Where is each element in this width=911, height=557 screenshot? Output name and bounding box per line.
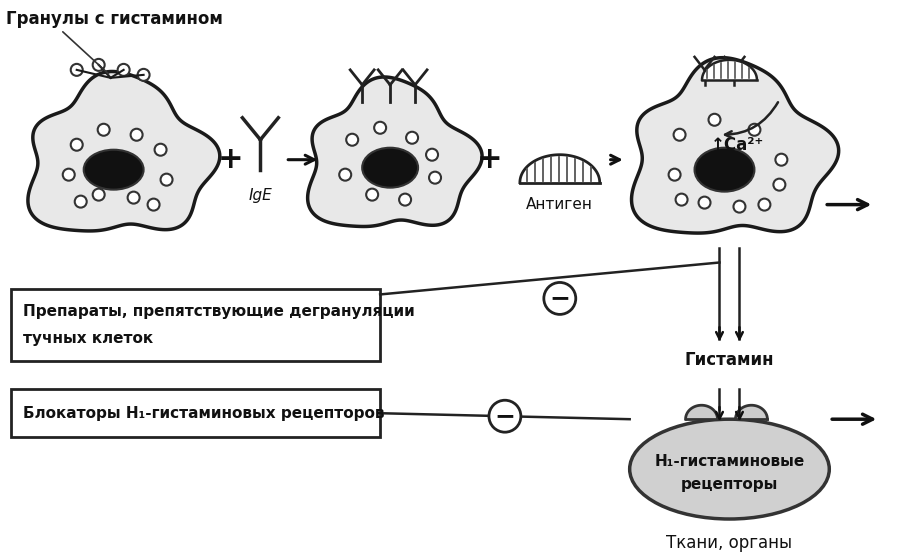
Circle shape [130, 129, 143, 141]
Circle shape [71, 64, 83, 76]
Circle shape [118, 64, 129, 76]
Ellipse shape [630, 419, 829, 519]
Text: Антиген: Антиген [527, 197, 593, 212]
Text: Гистамин: Гистамин [685, 351, 774, 369]
Text: −: − [495, 404, 516, 428]
Circle shape [775, 154, 787, 165]
Text: IgE: IgE [249, 188, 272, 203]
Circle shape [97, 124, 109, 136]
Ellipse shape [363, 148, 418, 188]
Circle shape [426, 149, 438, 160]
Polygon shape [631, 58, 839, 233]
Circle shape [128, 192, 139, 204]
Circle shape [429, 172, 441, 184]
Circle shape [773, 179, 785, 190]
Circle shape [63, 169, 75, 180]
Circle shape [669, 169, 681, 180]
Text: Ткани, органы: Ткани, органы [667, 534, 793, 552]
Circle shape [489, 400, 521, 432]
Text: Блокаторы Н₁-гистаминовых рецепторов: Блокаторы Н₁-гистаминовых рецепторов [23, 405, 384, 421]
Ellipse shape [84, 150, 144, 189]
Ellipse shape [694, 148, 754, 192]
Circle shape [339, 169, 352, 180]
Polygon shape [308, 77, 482, 227]
Circle shape [673, 129, 686, 141]
Text: Препараты, препятствующие дегрануляции: Препараты, препятствующие дегрануляции [23, 305, 415, 319]
Circle shape [160, 174, 172, 185]
Circle shape [374, 122, 386, 134]
Circle shape [71, 139, 83, 151]
Circle shape [544, 282, 576, 314]
Text: рецепторы: рецепторы [681, 477, 778, 492]
Polygon shape [28, 71, 220, 231]
Circle shape [676, 194, 688, 206]
Circle shape [155, 144, 167, 156]
Text: ↑Ca²⁺: ↑Ca²⁺ [711, 136, 764, 154]
Circle shape [148, 199, 159, 211]
Circle shape [93, 189, 105, 201]
Circle shape [749, 124, 761, 136]
Text: +: + [477, 145, 503, 174]
Bar [11, 389, 380, 437]
Circle shape [733, 201, 745, 213]
Bar [11, 290, 380, 361]
Text: −: − [549, 286, 570, 310]
Circle shape [75, 196, 87, 208]
Circle shape [709, 114, 721, 126]
Text: +: + [218, 145, 243, 174]
Circle shape [346, 134, 358, 146]
Text: Н₁-гистаминовые: Н₁-гистаминовые [654, 453, 804, 468]
Circle shape [399, 194, 411, 206]
Circle shape [93, 59, 105, 71]
Circle shape [366, 189, 378, 201]
Circle shape [699, 197, 711, 209]
Circle shape [759, 199, 771, 211]
Circle shape [406, 132, 418, 144]
Text: тучных клеток: тучных клеток [23, 331, 153, 346]
Circle shape [138, 69, 149, 81]
Text: Гранулы с гистамином: Гранулы с гистамином [5, 10, 222, 28]
